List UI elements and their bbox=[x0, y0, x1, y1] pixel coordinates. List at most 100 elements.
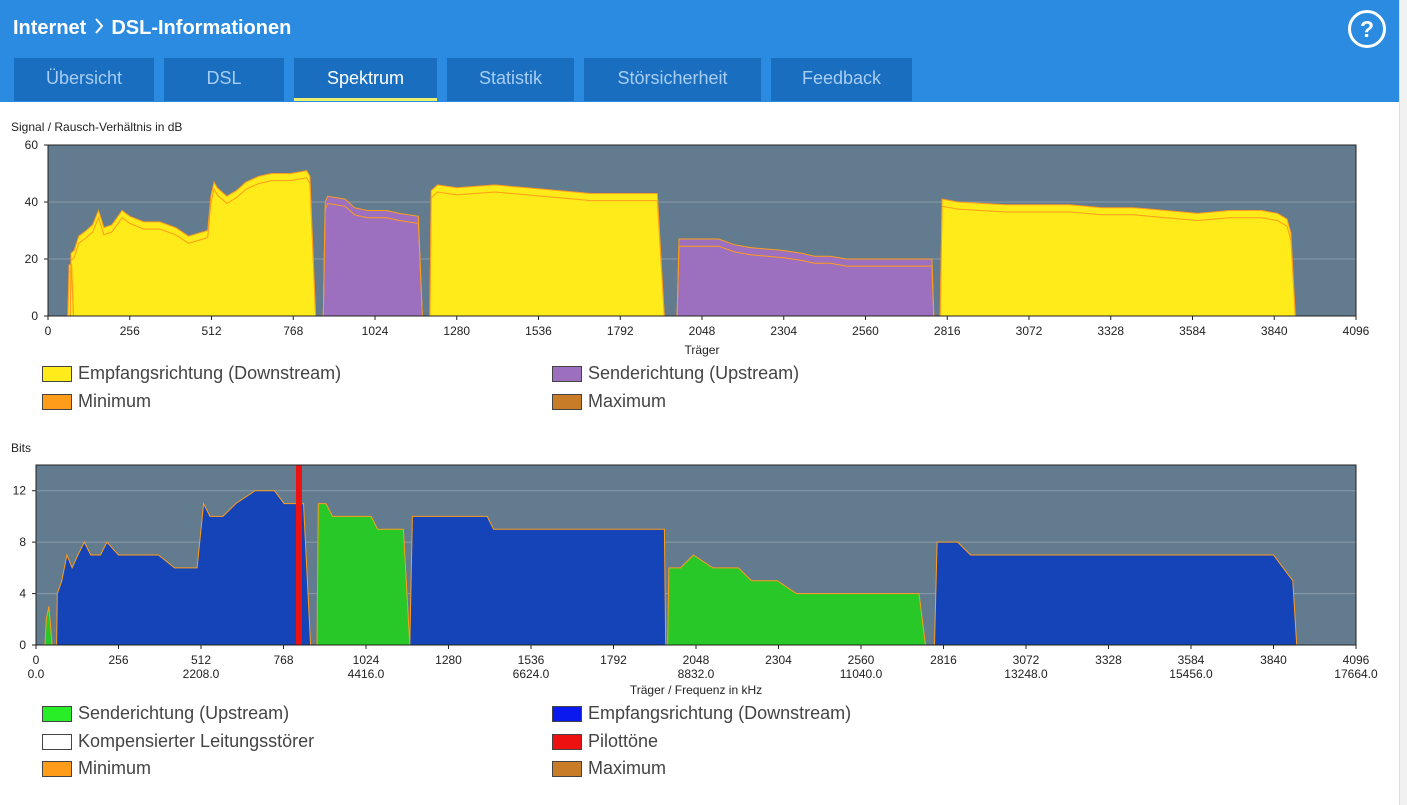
bits-legend-swatch-3 bbox=[552, 733, 582, 750]
tab-stoersicherheit[interactable]: Störsicherheit bbox=[584, 58, 761, 101]
x-tick-label: 3840 bbox=[1261, 324, 1288, 338]
x-tick-label: 1536 bbox=[518, 653, 545, 667]
y-tick-label: 60 bbox=[25, 138, 39, 152]
y-tick-label: 0 bbox=[31, 309, 38, 323]
bits-legend-swatch-2 bbox=[42, 733, 72, 750]
header-bar: Internet DSL-Informationen ? Übersicht D… bbox=[0, 0, 1399, 102]
series-area-1 bbox=[56, 490, 1298, 646]
x-tick-label: 2560 bbox=[852, 324, 879, 338]
series-area-0 bbox=[67, 170, 317, 317]
x-tick-label-khz: 0.0 bbox=[28, 667, 45, 681]
tab-spektrum-label: Spektrum bbox=[326, 68, 405, 88]
x-tick-label-khz: 4416.0 bbox=[348, 667, 385, 681]
tab-spektrum[interactable]: Spektrum bbox=[294, 58, 437, 101]
chevron-right-icon bbox=[94, 17, 104, 40]
y-tick-label: 8 bbox=[19, 535, 26, 549]
x-tick-label-khz: 13248.0 bbox=[1004, 667, 1048, 681]
bits-legend-label-3: Pilottöne bbox=[588, 731, 659, 751]
snr-legend-swatch-2 bbox=[42, 393, 72, 410]
pilot-tone-marker bbox=[295, 465, 302, 645]
tab-statistik[interactable]: Statistik bbox=[447, 58, 574, 101]
x-tick-label: 1792 bbox=[600, 653, 627, 667]
page-scrollbar[interactable] bbox=[1399, 0, 1407, 805]
bits-legend-label-2: Kompensierter Leitungsstörer bbox=[78, 731, 315, 751]
bits-legend-item-1: Empfangsrichtung (Downstream) bbox=[552, 703, 851, 724]
x-tick-label: 3584 bbox=[1179, 324, 1206, 338]
breadcrumb-internet[interactable]: Internet bbox=[13, 17, 87, 39]
breadcrumb-dsl-informationen: DSL-Informationen bbox=[111, 17, 292, 39]
bits-legend-label-5: Maximum bbox=[588, 758, 667, 778]
bits-legend-swatch-0 bbox=[42, 705, 72, 722]
x-tick-label: 3328 bbox=[1097, 324, 1124, 338]
active-tab-underline bbox=[294, 98, 437, 101]
x-tick-label: 768 bbox=[283, 324, 303, 338]
x-tick-label: 1280 bbox=[443, 324, 470, 338]
x-tick-label: 3584 bbox=[1178, 653, 1205, 667]
series-area-1 bbox=[322, 195, 935, 317]
x-tick-label-khz: 15456.0 bbox=[1169, 667, 1213, 681]
x-tick-label: 2816 bbox=[930, 653, 957, 667]
snr-legend-item-3: Maximum bbox=[552, 391, 666, 412]
x-tick-label: 1024 bbox=[362, 324, 389, 338]
snr-legend-item-0: Empfangsrichtung (Downstream) bbox=[42, 363, 341, 384]
x-tick-label: 768 bbox=[273, 653, 293, 667]
series-minimum-line-1 bbox=[322, 202, 935, 317]
x-tick-label: 1280 bbox=[435, 653, 462, 667]
x-tick-label: 2816 bbox=[934, 324, 961, 338]
snr-chart-title: Signal / Rausch-Verhältnis in dB bbox=[11, 120, 183, 134]
y-tick-label: 40 bbox=[25, 195, 39, 209]
x-tick-label: 1792 bbox=[607, 324, 634, 338]
snr-legend-label-2: Minimum bbox=[78, 391, 152, 411]
x-axis-label: Träger bbox=[685, 343, 720, 357]
snr-legend-swatch-1 bbox=[552, 365, 582, 382]
bits-legend-item-4: Minimum bbox=[42, 758, 151, 779]
snr-legend: Empfangsrichtung (Downstream) Senderichtu… bbox=[0, 363, 1399, 418]
snr-chart: 0 20 40 60 0 256 512 768 1024 1280 1536 1792 2048 230… bbox=[25, 138, 1370, 357]
x-tick-label: 2048 bbox=[689, 324, 716, 338]
y-tick-label: 12 bbox=[13, 484, 27, 498]
tab-dsl[interactable]: DSL bbox=[164, 58, 284, 101]
bits-chart-title: Bits bbox=[11, 441, 32, 455]
snr-legend-label-1: Senderichtung (Upstream) bbox=[588, 363, 800, 383]
snr-legend-item-1: Senderichtung (Upstream) bbox=[552, 363, 799, 384]
x-tick-label: 256 bbox=[120, 324, 140, 338]
bits-legend-swatch-1 bbox=[552, 705, 582, 722]
x-tick-label: 2560 bbox=[848, 653, 875, 667]
y-tick-label: 4 bbox=[19, 587, 26, 601]
series-minimum-line-0 bbox=[67, 177, 317, 317]
series-minimum-line-2 bbox=[429, 191, 1296, 317]
x-tick-label: 2304 bbox=[765, 653, 792, 667]
x-tick-label: 2048 bbox=[683, 653, 710, 667]
y-tick-label: 20 bbox=[25, 252, 39, 266]
series-area-2 bbox=[429, 184, 1296, 317]
x-tick-label: 1024 bbox=[353, 653, 380, 667]
snr-legend-label-0: Empfangsrichtung (Downstream) bbox=[78, 363, 342, 383]
snr-legend-swatch-3 bbox=[552, 393, 582, 410]
breadcrumb: Internet DSL-Informationen bbox=[13, 17, 291, 40]
bits-legend: Senderichtung (Upstream) Empfangsrichtung… bbox=[0, 703, 1399, 788]
x-tick-label-khz: 17664.0 bbox=[1334, 667, 1378, 681]
x-tick-label: 256 bbox=[108, 653, 128, 667]
x-tick-label: 512 bbox=[201, 324, 221, 338]
help-icon[interactable]: ? bbox=[1348, 10, 1386, 48]
bits-legend-item-3: Pilottöne bbox=[552, 731, 658, 752]
x-tick-label-khz: 11040.0 bbox=[840, 667, 883, 681]
tab-feedback[interactable]: Feedback bbox=[771, 58, 912, 101]
x-tick-label: 2304 bbox=[770, 324, 797, 338]
x-tick-label: 1536 bbox=[525, 324, 552, 338]
bits-legend-label-1: Empfangsrichtung (Downstream) bbox=[588, 703, 852, 723]
bits-legend-item-0: Senderichtung (Upstream) bbox=[42, 703, 289, 724]
x-tick-label: 512 bbox=[191, 653, 211, 667]
x-tick-label: 3328 bbox=[1095, 653, 1122, 667]
bits-legend-swatch-5 bbox=[552, 760, 582, 777]
x-tick-label: 4096 bbox=[1343, 653, 1370, 667]
x-tick-label: 0 bbox=[33, 653, 40, 667]
x-tick-label: 3072 bbox=[1013, 653, 1040, 667]
snr-legend-swatch-0 bbox=[42, 365, 72, 382]
tab-uebersicht[interactable]: Übersicht bbox=[14, 58, 154, 101]
bits-legend-label-4: Minimum bbox=[78, 758, 152, 778]
x-tick-label-khz: 2208.0 bbox=[183, 667, 220, 681]
x-axis-label: Träger / Frequenz in kHz bbox=[630, 683, 762, 697]
x-tick-label-khz: 8832.0 bbox=[678, 667, 715, 681]
